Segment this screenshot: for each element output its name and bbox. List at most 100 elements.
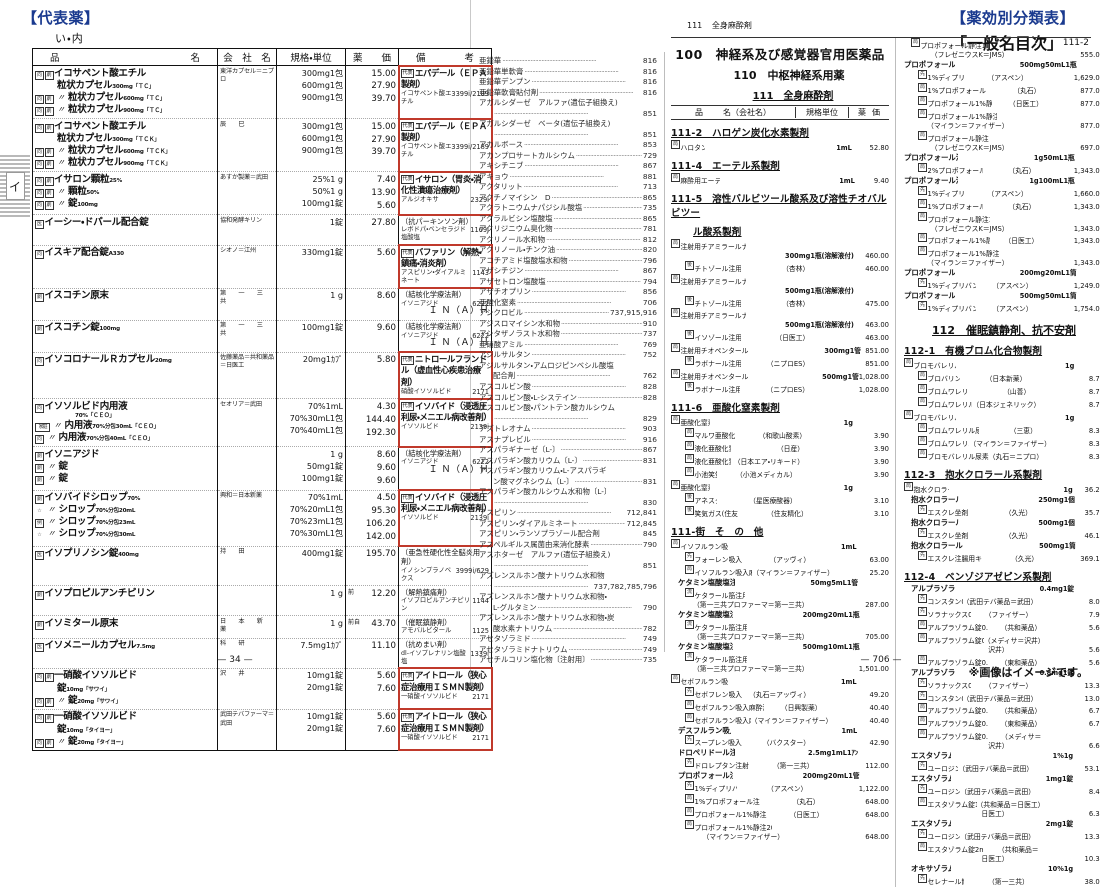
maker-name: （共和薬品＝日医工）	[976, 801, 1045, 810]
product-name-strength: 20mg「サワイ」	[77, 698, 121, 705]
index-entry-page: 816	[642, 77, 657, 87]
classification-row-name: 局セボフルラン吸入剤	[671, 673, 728, 687]
category-label: （催眠鎮静剤）	[401, 617, 452, 627]
price: 46.10	[1084, 531, 1100, 540]
product-name-main: イコサペント酸エチル	[54, 67, 147, 79]
classification-row: 先1%ディプリバン注 （アスペン） 1,660.00	[904, 185, 1100, 199]
brand-name: イサロン（胃炎・消化性潰瘍治療剤）	[401, 173, 482, 195]
drug-name: ケタミン塩酸塩注射液	[678, 577, 736, 587]
product-name-line: 向劇一硝酸イソソルビド	[35, 670, 215, 683]
index-entry: アスパラギン酸カルシウム水和物〔L-〕	[479, 487, 657, 498]
index-entry: アクラルビシン塩酸塩 ······························…	[479, 214, 657, 225]
classification-row-name: 抱水クロラール坐剤	[904, 495, 959, 505]
representative-tag: 代表	[401, 175, 415, 185]
cell-remarks: 代表 ニトロールフランドル（虚血性心疾患治療剤） 硝酸イソソルビド 2171	[398, 351, 492, 399]
classification-row-name: プロポフォール注射液	[904, 176, 958, 186]
remarks-content: 代表 イソバイド（浸透圧利尿・メニエル病改善剤） イソソルビド 2139i	[401, 492, 492, 523]
classification-row: 先ユーロジン2mg錠（武田テバ薬品＝武田） 13.30	[904, 829, 1100, 842]
product-name-strength: 70%	[127, 496, 141, 503]
generic-name: イソニアジド	[401, 299, 439, 307]
index-entry: アザセトロン塩酸塩 ·······························…	[479, 277, 657, 288]
category-label: （結核化学療法剤）	[401, 290, 466, 300]
index-entry-page: 828	[642, 392, 657, 402]
classification-row: 局ブロムワレリル尿素 （山善） 8.70	[904, 384, 1100, 397]
badge-劇: 劇	[35, 293, 44, 303]
leader-dots: ········································…	[494, 561, 588, 570]
classification-row: アルプラゾラム錠 0.8mg1錠	[904, 668, 1100, 678]
representative-tag: 代表	[401, 671, 415, 681]
cell-company: 第 一 三 共	[217, 287, 277, 321]
representative-tag: 代表	[401, 712, 415, 722]
drug-name: アルプラゾラム錠0.8mg「サワイ」	[927, 733, 988, 742]
index-entry-page: 856	[642, 287, 657, 297]
category-label: （亜急性硬化性全脳炎用剤）	[401, 548, 481, 567]
badge-流: 流	[685, 619, 694, 629]
drug-name: 1%プロポフォール注「マルイシ」	[927, 86, 987, 95]
spec-unit: 1g50mL1瓶	[1033, 153, 1075, 162]
index-entry: アスホターゼ アルファ(遺伝子組換え)	[479, 550, 657, 561]
price-value: 144.40	[365, 414, 396, 425]
classification-row-name: ケタミン塩酸塩注射液	[671, 610, 733, 620]
spec-value: 50mg1錠	[306, 461, 343, 471]
cell-product-name: 向劇イコサペント酸エチル 粒状カプセル 300mg「ＴＣＫ」向劇〃粒状カプセル 600…	[32, 118, 218, 172]
index-entry-page: 706	[642, 297, 657, 307]
classification-row: プロポフォール注射液 200mg20mL1管	[671, 771, 889, 781]
maker-name: （フレゼニウスK＝JMS）	[930, 224, 1009, 233]
index-entry: アスペルギルス属菌由来消化酵素 ·························…	[479, 540, 657, 551]
price: 7.90	[1088, 610, 1100, 619]
cell-price: 5.60 7.60	[345, 667, 399, 710]
maker-name: （丸石＝ニプロ）	[988, 453, 1044, 462]
remarks-generic-row: イコサペント酸エチル 3399i/2189	[401, 90, 489, 106]
price-value: 11.10	[371, 641, 396, 652]
leader-dots: ········································…	[516, 372, 611, 381]
classification-row: （マイラン＝ファイザー） 1,343.00	[904, 259, 1100, 268]
badge-局: 局	[918, 797, 927, 807]
classification-row: 局1%プロポフォール注「マルイシ」 （丸石） 877.00	[904, 82, 1100, 96]
index-entry: アシクロビル ··································…	[479, 308, 657, 319]
drug-name: 抱水クロラール	[913, 486, 949, 494]
table-header-row: 品 名 会 社 名 規格・単位 薬 価 備	[32, 48, 492, 66]
price: 1,501.00	[858, 664, 889, 673]
index-entry-name: アカンプロサートカルシウム	[479, 150, 575, 160]
index-entry: 亜鉛華軟膏貼付剤 ································…	[479, 88, 657, 99]
cls-header-price: 薬 価	[848, 107, 889, 118]
spec-value: 1 g	[330, 618, 343, 628]
classification-row: オキサゾラム散 10%1g	[904, 864, 1100, 874]
cell-price: 8.60 9.60 9.60	[345, 446, 399, 491]
price-value: 15.00	[371, 68, 396, 79]
spec-unit: 500mg1瓶(溶解液付)	[785, 286, 854, 295]
product-name-strength: 70%分包30mL	[95, 532, 136, 539]
maker-name: （三恵）	[1009, 427, 1037, 436]
index-entry-page: 769	[642, 339, 657, 349]
index-entry-page: 853	[642, 140, 657, 150]
drug-name: 抱水クロラール坐剤	[911, 517, 960, 527]
price-value: 106.20	[365, 518, 396, 529]
drug-name: イソゾール注用0.5 g	[694, 334, 741, 343]
right-section-title: 【薬効別分類表】	[951, 9, 1076, 27]
spec-unit: 1%1g	[1052, 752, 1074, 761]
badge-先: 先	[685, 781, 694, 791]
index-entry: アスコルビン酸 ·································…	[479, 382, 657, 393]
badge-向: 向	[35, 250, 44, 260]
remarks-headline: 代表 エパデール（ＥＰＡ製剤）	[401, 121, 489, 143]
badge-向: 向	[35, 714, 44, 724]
badge-劇: 劇	[44, 70, 54, 80]
remarks-generic-row: イソソルビド 2139i	[401, 423, 489, 432]
drug-name: 麻酔用エーテル	[680, 176, 720, 185]
badge-局: 局	[918, 108, 927, 118]
cell-product-name: 向イソコロナールＲカプセル 20mg	[32, 351, 218, 399]
price: 475.00	[865, 299, 889, 308]
price: 369.10	[1080, 554, 1100, 563]
index-tab-i[interactable]: イ	[0, 155, 30, 217]
cell-remarks: 代表 バファリン（解熱・鎮痛・消炎剤） アスピリン・ダイアルミネート 1143	[398, 244, 492, 289]
price: 648.00	[865, 811, 889, 820]
classification-code: 2139i	[470, 514, 489, 523]
table-row: 向劇イサロン顆粒 25% 向劇〃顆粒 50% 向劇〃錠 100mg あすか製薬＝武田 25%1…	[32, 171, 492, 215]
classification-row-name: ケタミン塩酸塩注射液	[671, 642, 733, 652]
company-name: 辰 巳	[220, 120, 248, 128]
maker-name: （アスペン）	[992, 282, 1033, 291]
drug-name: 1%ディプリバン注	[694, 785, 737, 794]
